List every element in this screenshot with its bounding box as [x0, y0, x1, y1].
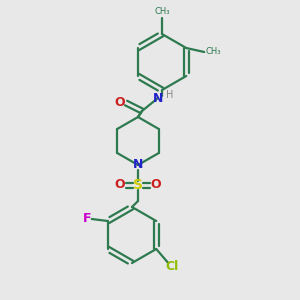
Text: O: O [151, 178, 161, 191]
Text: N: N [153, 92, 163, 104]
Text: O: O [115, 95, 125, 109]
Text: F: F [82, 212, 91, 226]
Text: O: O [115, 178, 125, 191]
Text: S: S [133, 178, 143, 192]
Text: CH₃: CH₃ [205, 47, 221, 56]
Text: N: N [133, 158, 143, 172]
Text: CH₃: CH₃ [154, 7, 170, 16]
Text: H: H [166, 90, 174, 100]
Text: Cl: Cl [166, 260, 179, 274]
